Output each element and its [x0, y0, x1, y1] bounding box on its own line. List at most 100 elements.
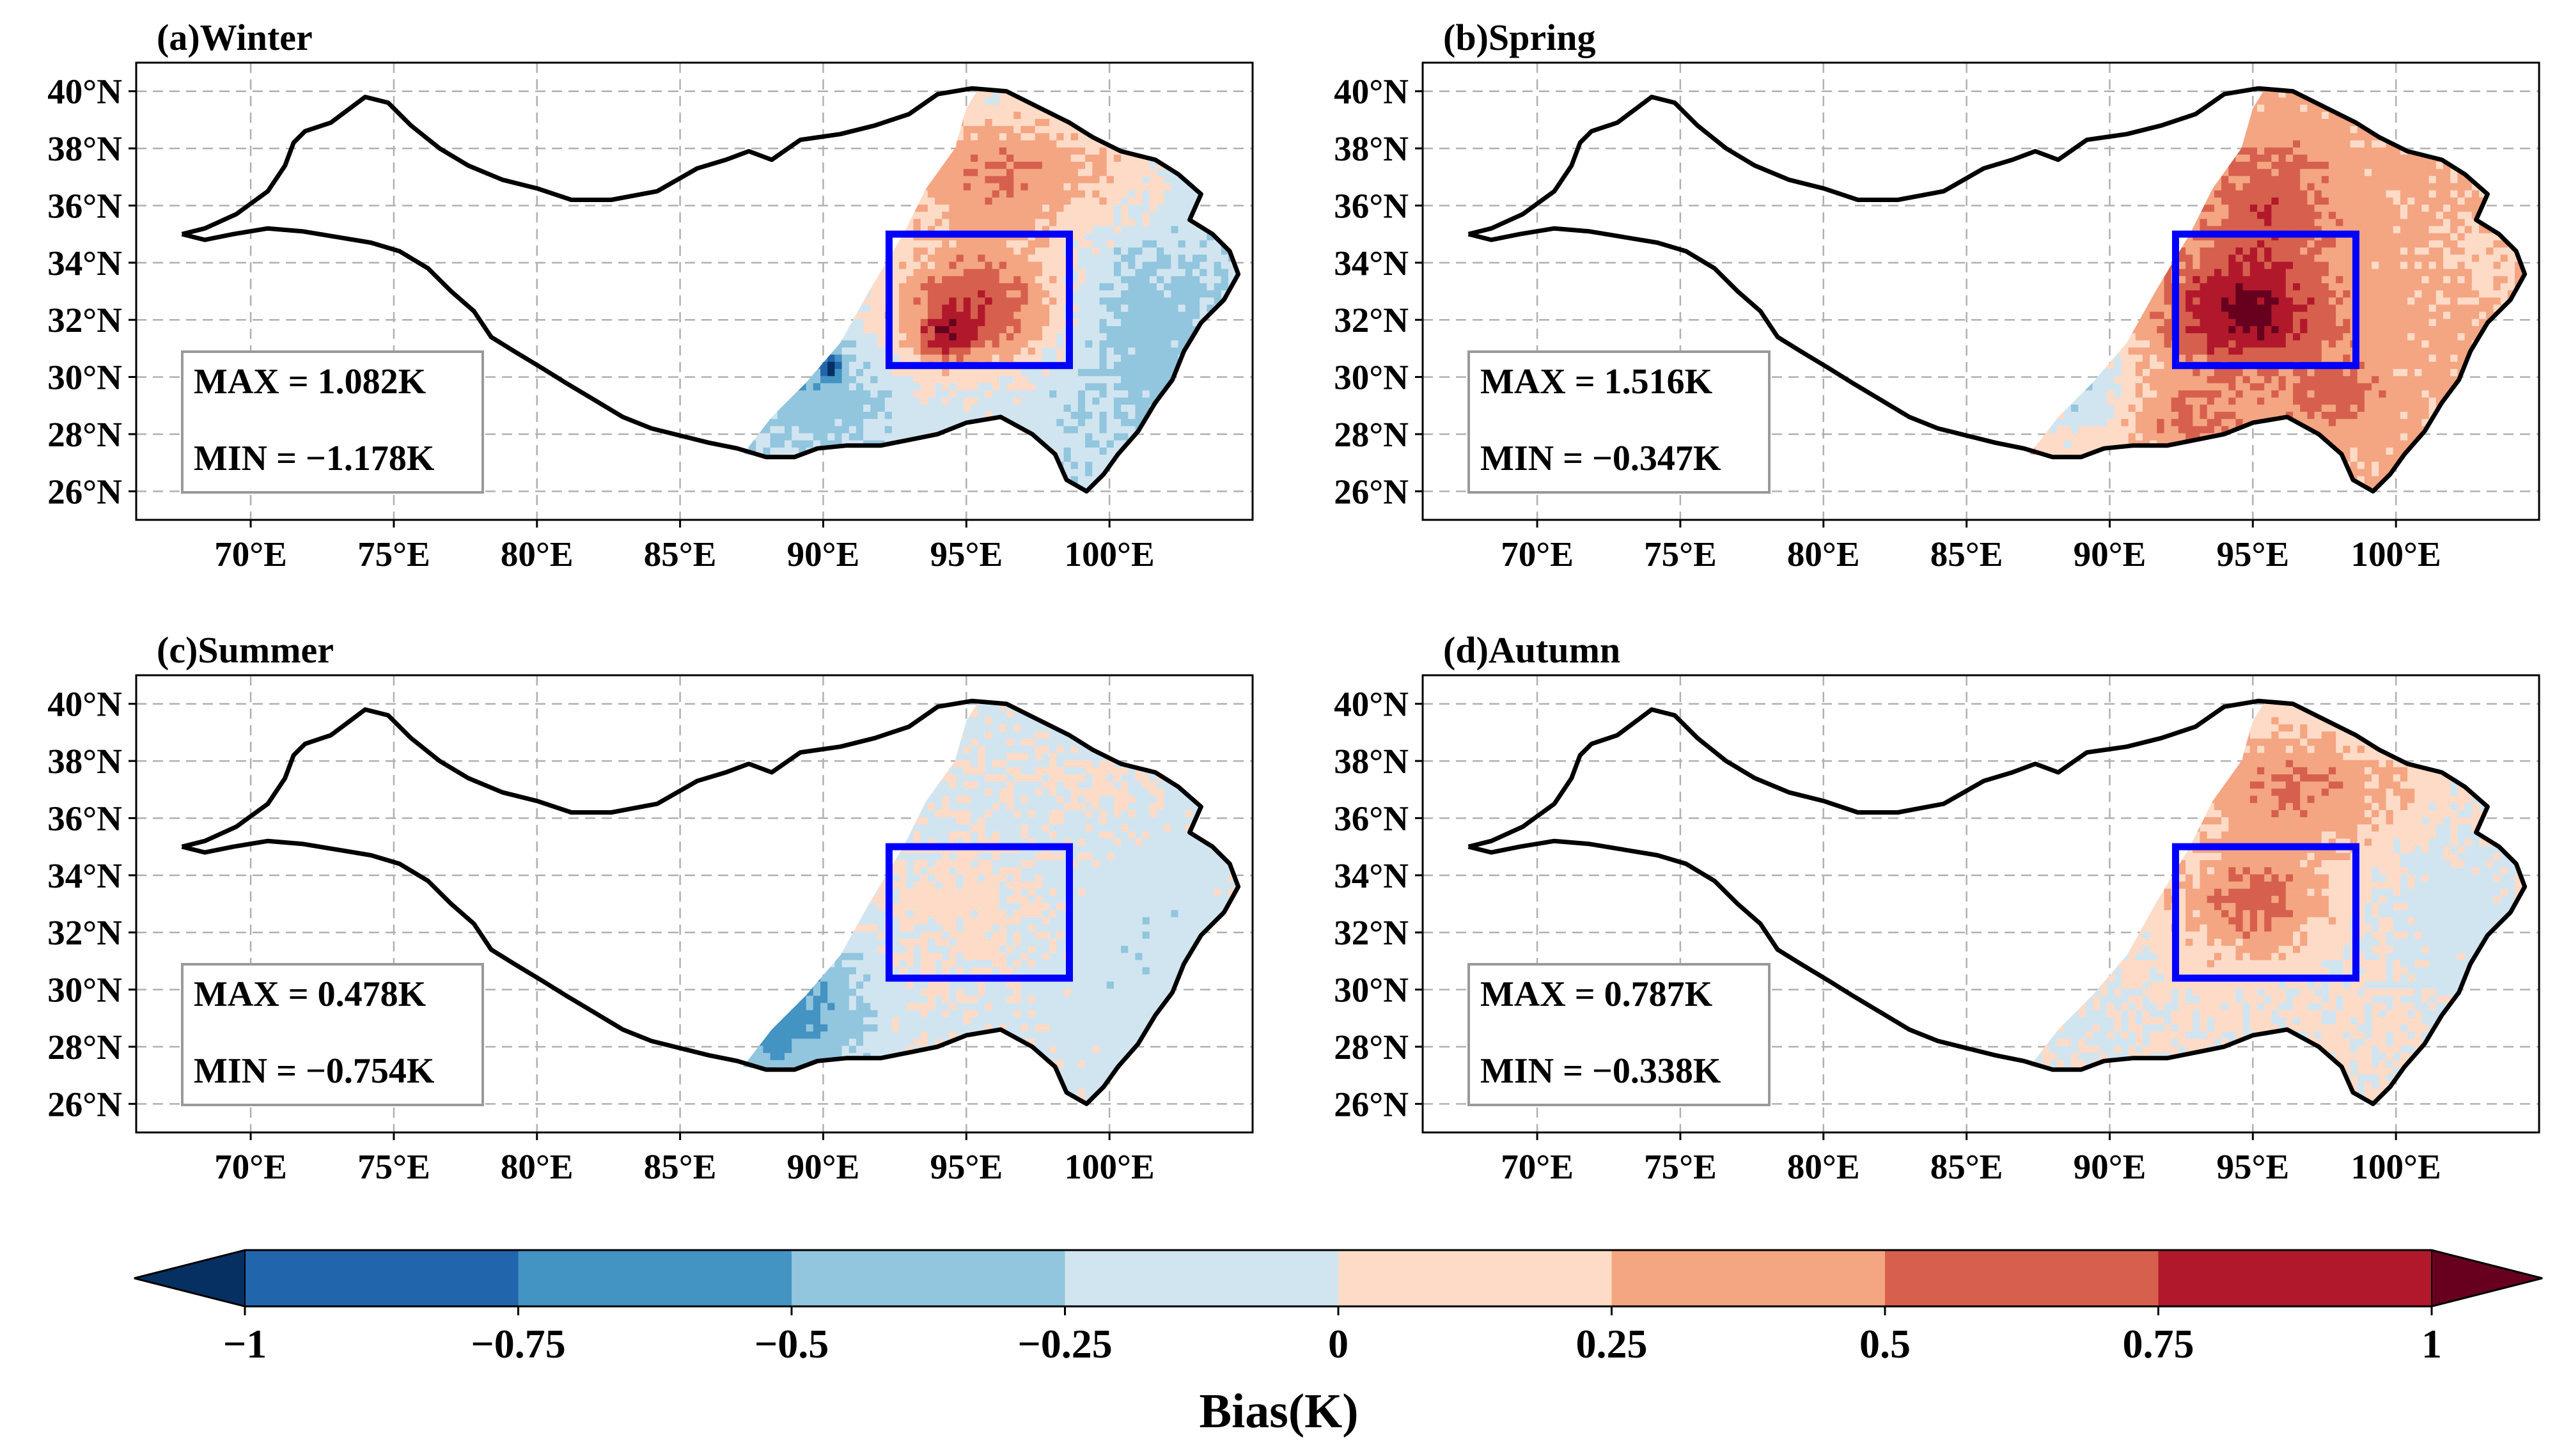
- bias-cell: [1056, 311, 1065, 319]
- bias-cell: [777, 475, 785, 483]
- bias-cell: [992, 439, 1000, 448]
- bias-cell: [827, 490, 836, 492]
- bias-cell: [1077, 347, 1086, 355]
- bias-cell: [1013, 454, 1022, 462]
- bias-cell: [1056, 182, 1065, 191]
- bias-cell: [1013, 189, 1022, 198]
- bias-cell: [1142, 118, 1150, 127]
- bias-cell: [1006, 340, 1014, 348]
- bias-cell: [956, 297, 964, 305]
- bias-cell: [777, 261, 785, 269]
- bias-cell: [899, 354, 907, 362]
- bias-cell: [884, 368, 893, 377]
- bias-cell: [1149, 261, 1157, 269]
- bias-cell: [1049, 261, 1058, 269]
- bias-cell: [992, 139, 1000, 148]
- bias-cell: [1049, 325, 1058, 334]
- bias-cell: [1092, 347, 1100, 355]
- bias-cell: [2078, 111, 2086, 119]
- bias-cell: [2049, 425, 2058, 434]
- bias-cell: [2056, 347, 2065, 355]
- bias-cell: [777, 461, 785, 469]
- bias-cell: [906, 325, 914, 334]
- bias-cell: [1157, 283, 1164, 291]
- bias-cell: [1106, 347, 1114, 355]
- bias-cell: [856, 268, 864, 276]
- bias-cell: [2071, 197, 2079, 205]
- bias-cell: [2071, 268, 2079, 276]
- bias-cell: [942, 290, 950, 298]
- bias-cell: [841, 475, 850, 483]
- bias-cell: [913, 175, 921, 184]
- bias-cell: [978, 197, 986, 205]
- bias-cell: [2057, 75, 2065, 83]
- bias-cell: [978, 175, 986, 184]
- bias-cell: [1013, 318, 1022, 326]
- bias-cell: [2056, 396, 2065, 405]
- bias-cell: [863, 104, 872, 112]
- bias-cell: [2071, 218, 2079, 226]
- bias-cell: [1028, 125, 1036, 134]
- bias-cell: [942, 482, 950, 490]
- bias-cell: [1164, 283, 1172, 291]
- bias-cell: [1028, 247, 1036, 255]
- bias-cell: [813, 475, 821, 483]
- bias-cell: [1035, 311, 1043, 319]
- bias-cell: [1006, 168, 1014, 176]
- bias-cell: [1020, 475, 1029, 483]
- bias-cell: [1178, 340, 1186, 348]
- bias-cell: [1121, 375, 1129, 384]
- bias-cell: [1149, 482, 1157, 490]
- bias-cell: [1157, 325, 1164, 334]
- bias-cell: [1006, 311, 1014, 319]
- bias-cell: [827, 432, 836, 441]
- bias-cell: [913, 404, 921, 412]
- bias-cell: [971, 154, 978, 162]
- bias-cell: [1063, 125, 1072, 134]
- bias-cell: [1099, 311, 1107, 319]
- bias-cell: [963, 447, 971, 455]
- bias-cell: [806, 468, 814, 476]
- bias-cell: [956, 139, 964, 148]
- bias-cell: [1242, 368, 1250, 376]
- bias-cell: [863, 90, 872, 91]
- bias-cell: [1049, 247, 1058, 255]
- bias-cell: [2085, 232, 2093, 240]
- bias-cell: [735, 118, 742, 126]
- bias-cell: [1106, 247, 1114, 255]
- bias-cell: [2049, 447, 2058, 455]
- bias-cell: [2085, 111, 2093, 119]
- bias-cell: [1106, 396, 1114, 405]
- bias-cell: [1013, 161, 1022, 169]
- bias-cell: [1149, 182, 1157, 191]
- bias-cell: [949, 175, 957, 184]
- bias-cell: [820, 211, 828, 219]
- bias-cell: [856, 475, 864, 483]
- bias-cell: [863, 168, 872, 176]
- bias-cell: [848, 347, 857, 355]
- bias-cell: [891, 482, 900, 490]
- bias-cell: [2063, 247, 2072, 255]
- bias-cell: [806, 297, 814, 305]
- bias-cell: [806, 396, 814, 405]
- bias-cell: [1135, 182, 1143, 191]
- bias-cell: [777, 90, 785, 98]
- bias-cell: [899, 175, 907, 184]
- bias-cell: [1128, 232, 1136, 240]
- bias-cell: [999, 340, 1007, 348]
- bias-cell: [1164, 354, 1172, 362]
- bias-cell: [1121, 347, 1129, 355]
- bias-cell: [743, 247, 749, 255]
- bias-cell: [813, 468, 821, 476]
- bias-cell: [899, 340, 907, 348]
- bias-cell: [1092, 111, 1100, 119]
- bias-cell: [992, 290, 1000, 298]
- bias-cell: [963, 404, 971, 412]
- bias-cell: [1142, 161, 1150, 169]
- bias-cell: [749, 418, 757, 427]
- bias-cell: [777, 283, 785, 291]
- bias-cell: [799, 468, 807, 476]
- bias-cell: [913, 482, 921, 490]
- bias-cell: [1242, 269, 1250, 276]
- bias-cell: [1228, 404, 1236, 412]
